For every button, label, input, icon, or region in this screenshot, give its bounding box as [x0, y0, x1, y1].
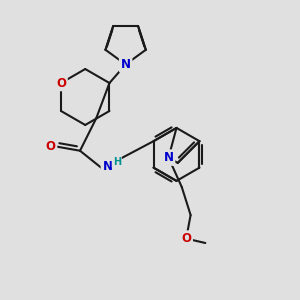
Text: N: N — [121, 58, 130, 71]
Text: N: N — [102, 160, 112, 173]
Text: O: O — [181, 232, 191, 245]
Text: N: N — [164, 151, 173, 164]
Text: O: O — [46, 140, 56, 153]
Text: O: O — [56, 76, 66, 89]
Text: H: H — [113, 157, 121, 167]
